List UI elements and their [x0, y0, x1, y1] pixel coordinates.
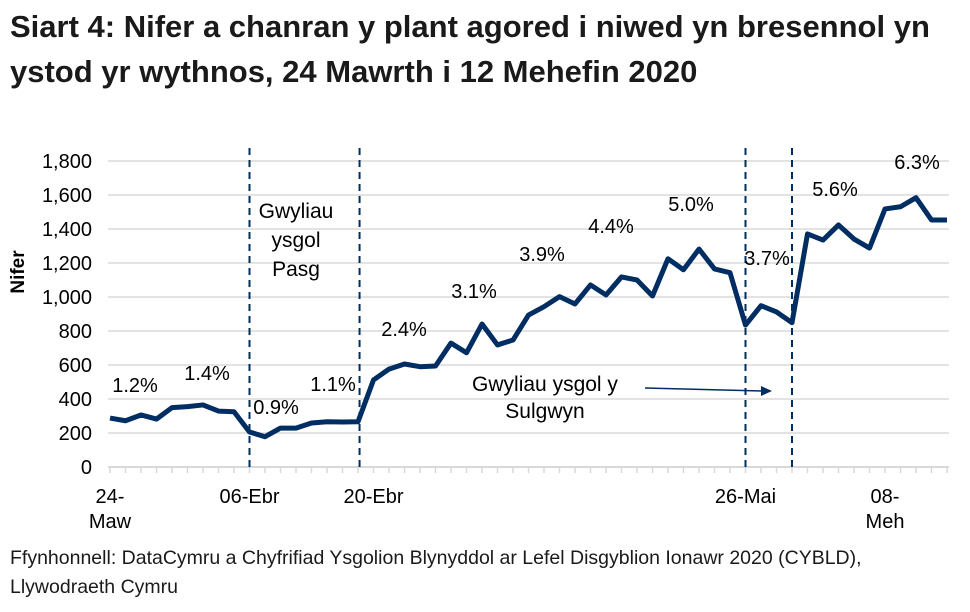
y-tick-label: 1,200 — [42, 253, 92, 275]
arrow-head-icon — [761, 386, 772, 396]
percent-label: 4.4% — [588, 216, 634, 238]
percent-label: 3.9% — [519, 244, 565, 266]
y-tick-label: 1,000 — [42, 287, 92, 309]
percent-label: 0.9% — [253, 397, 299, 419]
percent-label: 3.7% — [744, 248, 790, 270]
x-tick-label: Maw — [89, 511, 132, 533]
y-axis-label: Nifer — [8, 250, 29, 294]
x-tick-label: 08- — [871, 486, 900, 508]
y-tick-label: 600 — [59, 355, 92, 377]
percent-label: 1.2% — [112, 375, 158, 397]
percent-label: 5.0% — [668, 194, 714, 216]
percent-label: 6.3% — [894, 152, 940, 174]
x-tick-label: 06-Ebr — [219, 486, 279, 508]
chart-title: Siart 4: Nifer a chanran y plant agored … — [10, 9, 930, 89]
y-tick-label: 0 — [81, 457, 92, 479]
arrow-line — [644, 387, 763, 392]
source-note: Ffynhonnell: DataCymru a Chyfrifiad Ysgo… — [10, 547, 862, 598]
percent-label: 1.1% — [310, 374, 356, 396]
easter-holiday-label: Gwyliau — [259, 200, 334, 223]
percent-label: 2.4% — [381, 319, 427, 341]
y-tick-label: 200 — [59, 423, 92, 445]
x-tick-label: 26-Mai — [715, 486, 776, 508]
percent-label: 3.1% — [451, 281, 497, 303]
y-tick-label: 1,800 — [42, 151, 92, 173]
easter-holiday-label: Pasg — [272, 258, 320, 281]
whitsun-holiday-label: Gwyliau ysgol y — [472, 373, 618, 396]
easter-holiday-label: ysgol — [271, 229, 320, 252]
x-tick-label: Meh — [866, 511, 905, 533]
y-tick-label: 1,400 — [42, 219, 92, 241]
y-tick-label: 400 — [59, 389, 92, 411]
y-tick-label: 1,600 — [42, 185, 92, 207]
x-tick-label: 20-Ebr — [343, 486, 403, 508]
percent-label: 1.4% — [184, 363, 230, 385]
percent-label: 5.6% — [812, 179, 858, 201]
x-tick-label: 24- — [96, 486, 125, 508]
y-tick-label: 800 — [59, 321, 92, 343]
whitsun-holiday-label: Sulgwyn — [505, 400, 584, 423]
